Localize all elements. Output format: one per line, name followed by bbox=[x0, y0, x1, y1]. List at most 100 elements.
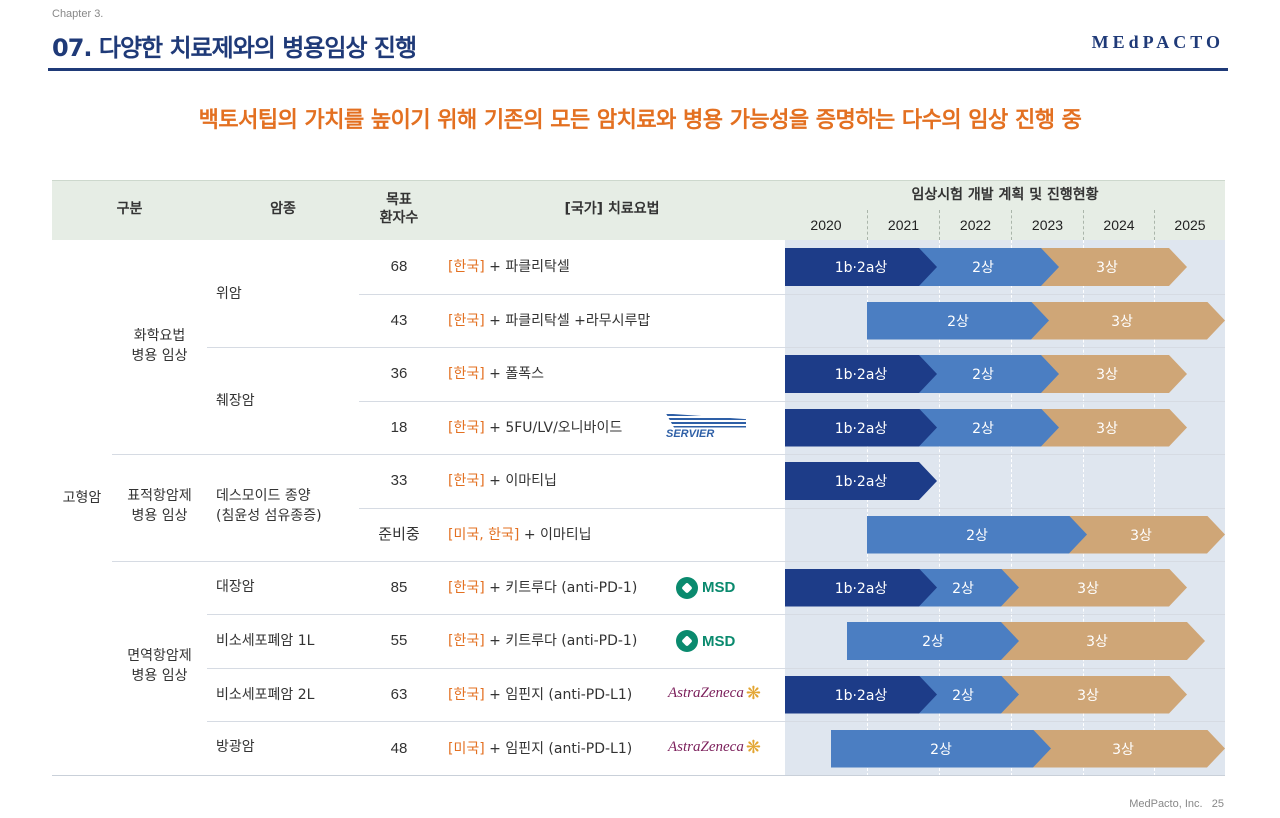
target-count: 55 bbox=[390, 632, 408, 649]
therapy-name: + 폴폭스 bbox=[489, 366, 544, 382]
phase-bar: 2상 bbox=[867, 302, 1049, 340]
therapy-cell: [미국, 한국] + 이마티닙 bbox=[448, 525, 592, 545]
headline: 백토서팁의 가치를 높이기 위해 기존의 모든 암치료와 병용 가능성을 증명하… bbox=[198, 108, 1082, 133]
therapy-cell: [한국] + 폴폭스 bbox=[448, 364, 544, 384]
row-divider bbox=[359, 294, 1225, 295]
target-count: 68 bbox=[390, 258, 408, 275]
year-tick: 2020 bbox=[810, 217, 842, 233]
year-tick: 2022 bbox=[939, 210, 1011, 240]
group-immuno: 면역항암제 병용 임상 bbox=[127, 648, 192, 684]
table-header-bg bbox=[52, 180, 1225, 240]
therapy-name: + 이마티닙 bbox=[523, 526, 592, 543]
cancer-nsclc-1l: 비소세포폐암 1L bbox=[216, 633, 315, 649]
phase-bar: 1b·2a상 bbox=[785, 569, 937, 607]
year-tick: 2024 bbox=[1083, 210, 1154, 240]
group-targeted: 표적항암제 병용 임상 bbox=[127, 488, 192, 524]
therapy-cell: [한국] + 5FU/LV/오니바이드 bbox=[448, 418, 622, 438]
target-count: 43 bbox=[390, 311, 408, 329]
footer-company: MedPacto, Inc. bbox=[1129, 798, 1203, 810]
group-chemo: 화학요법 병용 임상 bbox=[131, 328, 188, 364]
country-tag: [미국] bbox=[448, 740, 485, 757]
country-tag: [한국] bbox=[448, 312, 485, 329]
msd-logo: MSD bbox=[676, 630, 735, 652]
cancer-nsclc-2l: 비소세포폐암 2L bbox=[216, 687, 315, 703]
phase-bar: 3상 bbox=[989, 622, 1205, 660]
medpacto-logo: MEdPACTO bbox=[1091, 32, 1224, 52]
clinical-trials-table: 구분 암종 목표 환자수 [국가] 치료요법 임상시험 개발 계획 및 진행현황… bbox=[52, 180, 1225, 776]
therapy-name: + 이마티닙 bbox=[489, 473, 557, 489]
row-divider bbox=[207, 668, 1225, 669]
target-count: 85 bbox=[390, 578, 408, 596]
therapy-name: + 파클리탁셀 bbox=[489, 259, 570, 275]
header-target: 목표 환자수 bbox=[379, 192, 419, 226]
cancer-desmoid: 데스모이드 종양 (침윤성 섬유종증) bbox=[216, 488, 322, 524]
page-number: 25 bbox=[1211, 798, 1224, 810]
therapy-cell: [한국] + 이마티닙 bbox=[448, 471, 557, 491]
servier-logo: SERVIER bbox=[666, 413, 746, 440]
msd-logo-text: MSD bbox=[702, 632, 736, 650]
solid-tumor-label: 고형암 bbox=[62, 490, 102, 506]
cancer-bladder: 방광암 bbox=[216, 739, 255, 755]
astrazeneca-logo: AstraZeneca ❋ bbox=[668, 683, 761, 704]
country-tag: [미국, 한국] bbox=[448, 526, 520, 543]
header-plan: 임상시험 개발 계획 및 진행현황 bbox=[911, 187, 1099, 203]
country-tag: [한국] bbox=[448, 579, 485, 596]
msd-logo-mark bbox=[676, 576, 698, 599]
astrazeneca-logo-mark: ❋ bbox=[745, 682, 761, 703]
astrazeneca-logo-mark: ❋ bbox=[745, 736, 761, 757]
phase-bar: 3상 bbox=[1027, 355, 1187, 393]
servier-logo-mark bbox=[666, 413, 746, 428]
header-therapy: [국가] 치료요법 bbox=[564, 201, 660, 217]
cancer-pancreatic: 췌장암 bbox=[216, 393, 255, 409]
phase-bar: 3상 bbox=[1021, 730, 1225, 768]
therapy-name: + 5FU/LV/오니바이드 bbox=[489, 419, 623, 436]
page-title: 07. 다양한 치료제와의 병용임상 진행 bbox=[52, 34, 417, 62]
servier-logo-text: SERVIER bbox=[666, 427, 715, 440]
phase-bar: 1b·2a상 bbox=[785, 355, 937, 393]
msd-logo-text: MSD bbox=[702, 579, 736, 596]
therapy-cell: [한국] + 키트루다 (anti-PD-1) bbox=[448, 578, 637, 598]
therapy-cell: [한국] + 파클리탁셀 +라무시루맙 bbox=[448, 311, 650, 331]
country-tag: [한국] bbox=[448, 259, 485, 275]
country-tag: [한국] bbox=[448, 419, 485, 436]
cancer-gastric: 위암 bbox=[216, 286, 242, 302]
year-tick: 2025 bbox=[1154, 210, 1225, 240]
footer: MedPacto, Inc. 25 bbox=[1129, 798, 1224, 810]
year-axis: 2020 2021 2022 2023 2024 2025 bbox=[785, 210, 1225, 240]
row-divider bbox=[207, 614, 1225, 615]
table-bottom-rule bbox=[52, 775, 1225, 776]
cancer-colorectal: 대장암 bbox=[216, 579, 255, 595]
phase-bar: 3상 bbox=[989, 569, 1187, 607]
phase-bar: 2상 bbox=[847, 622, 1019, 660]
country-tag: [한국] bbox=[448, 686, 485, 703]
target-count: 36 bbox=[390, 365, 408, 382]
phase-bar: 2상 bbox=[831, 730, 1051, 768]
country-tag: [한국] bbox=[448, 473, 485, 489]
country-tag: [한국] bbox=[448, 366, 485, 382]
row-divider bbox=[112, 561, 1225, 562]
row-divider bbox=[207, 347, 1225, 348]
therapy-cell: [한국] + 임핀지 (anti-PD-L1) bbox=[448, 685, 632, 705]
phase-bar: 3상 bbox=[1019, 302, 1225, 340]
country-tag: [한국] bbox=[448, 633, 485, 649]
therapy-cell: [미국] + 임핀지 (anti-PD-L1) bbox=[448, 739, 632, 759]
phase-bar: 1b·2a상 bbox=[785, 676, 937, 714]
therapy-cell: [한국] + 키트루다 (anti-PD-1) bbox=[448, 631, 637, 651]
header-cancer: 암종 bbox=[270, 201, 296, 217]
phase-bar: 1b·2a상 bbox=[785, 248, 937, 286]
row-divider bbox=[112, 454, 1225, 455]
msd-logo-mark bbox=[676, 630, 698, 652]
row-divider bbox=[207, 721, 1225, 722]
target-count: 33 bbox=[390, 472, 408, 489]
row-divider bbox=[359, 401, 1225, 402]
row-divider bbox=[359, 508, 1225, 509]
therapy-name: + 임핀지 (anti-PD-L1) bbox=[489, 686, 633, 703]
target-count: 18 bbox=[390, 418, 408, 436]
phase-bar: 1b·2a상 bbox=[785, 409, 937, 447]
chapter-label: Chapter 3. bbox=[52, 8, 104, 20]
phase-bar: 2상 bbox=[867, 516, 1087, 554]
therapy-name: + 키트루다 (anti-PD-1) bbox=[489, 633, 638, 649]
therapy-name: + 키트루다 (anti-PD-1) bbox=[489, 579, 638, 596]
astrazeneca-logo: AstraZeneca ❋ bbox=[668, 737, 761, 758]
phase-bar: 1b·2a상 bbox=[785, 462, 937, 500]
